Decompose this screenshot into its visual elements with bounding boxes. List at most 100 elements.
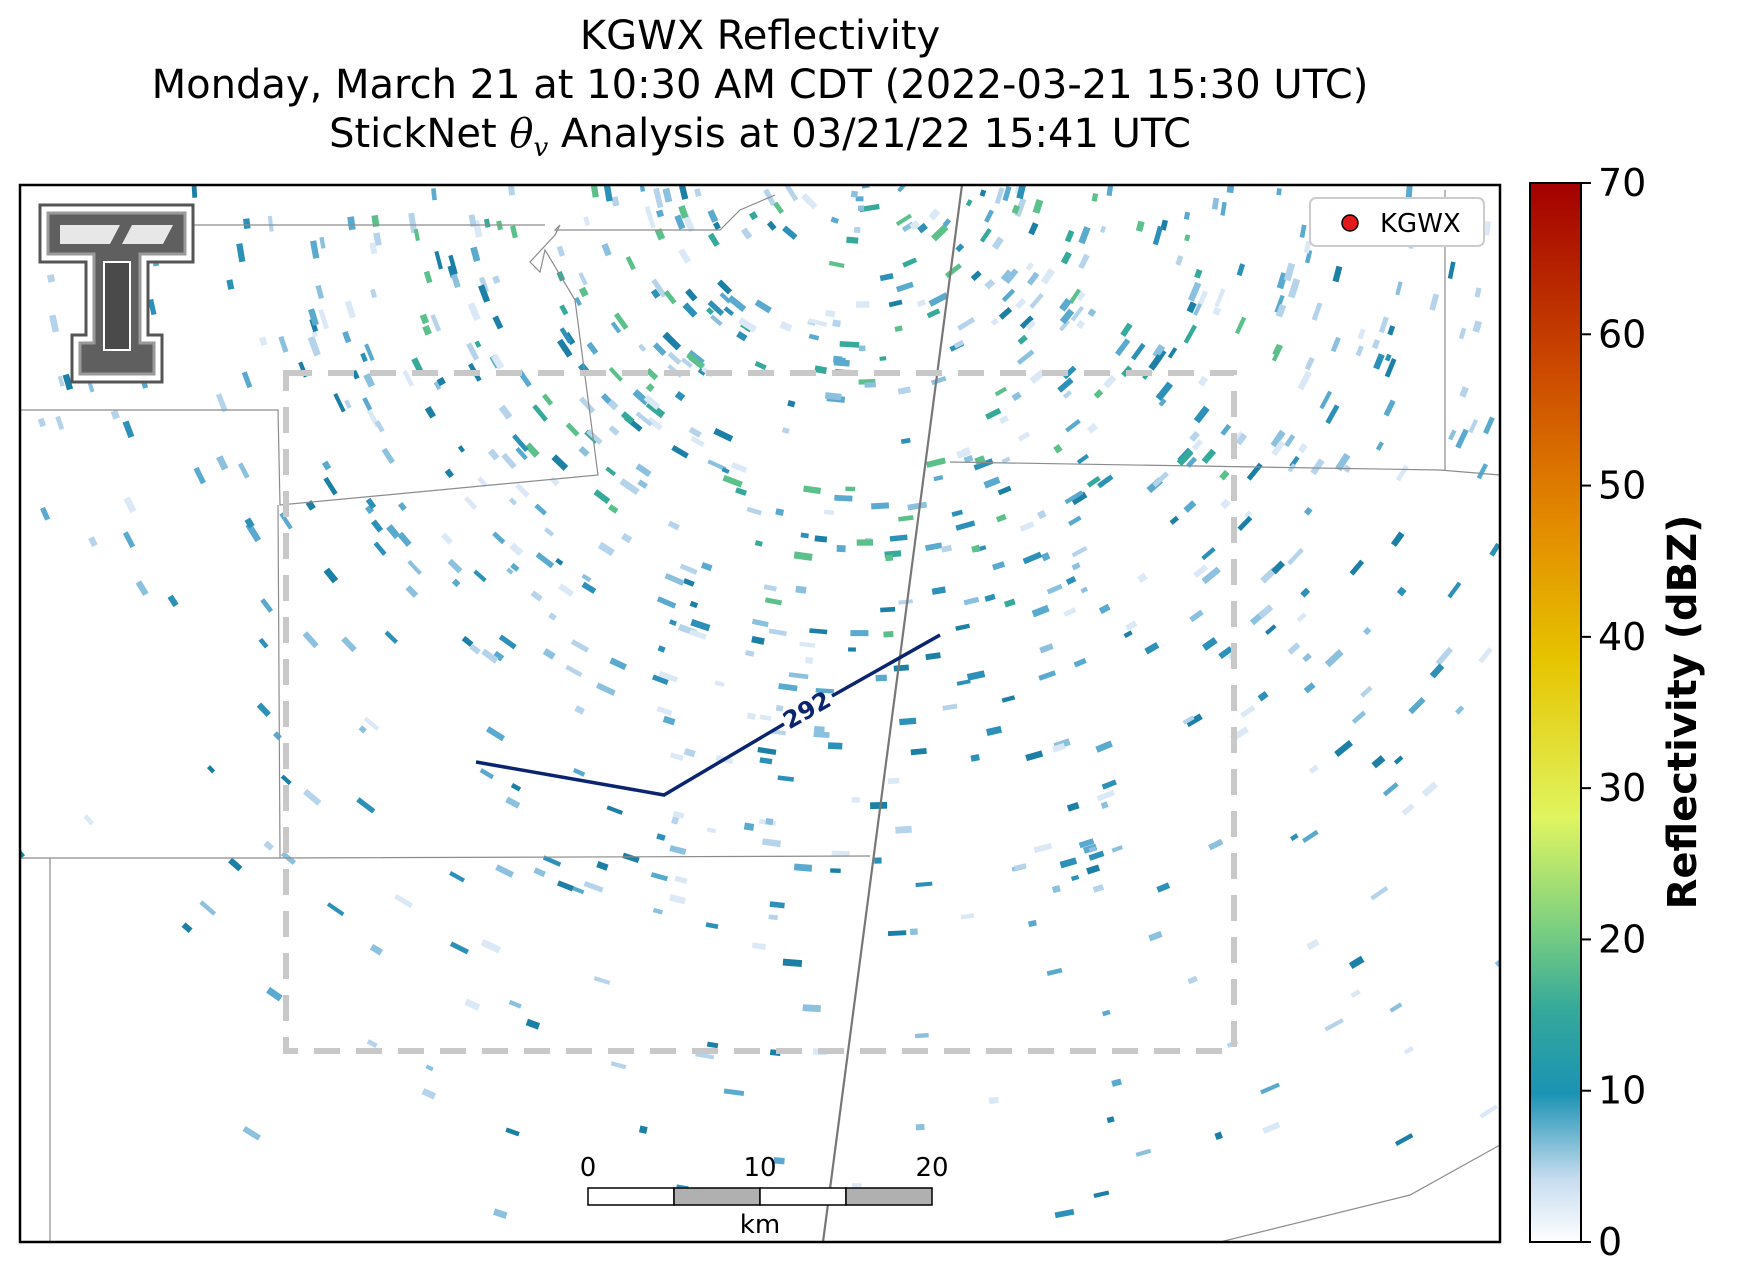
radar-echo xyxy=(1382,782,1399,797)
radar-echo xyxy=(365,497,377,510)
radar-echo xyxy=(1182,715,1195,725)
radar-echo xyxy=(683,748,696,758)
radar-echo xyxy=(658,671,679,683)
radar-echo xyxy=(1395,464,1409,482)
radar-echo xyxy=(621,532,633,544)
radar-echo xyxy=(973,458,994,471)
radar-echo xyxy=(191,185,198,198)
analysis-domain-box xyxy=(283,370,1237,1054)
radar-echo xyxy=(226,279,235,290)
radar-echo xyxy=(870,801,888,810)
radar-echo xyxy=(830,868,841,873)
radar-echo xyxy=(931,586,946,595)
radar-echo xyxy=(1183,324,1197,344)
radar-echo xyxy=(746,506,762,516)
radar-echo xyxy=(1197,375,1209,387)
radar-echo xyxy=(657,645,666,653)
title-line-3: StickNet θv Analysis at 03/21/22 15:41 U… xyxy=(329,111,1191,163)
radar-echo xyxy=(1287,278,1301,299)
radar-echo xyxy=(717,279,733,295)
radar-echo xyxy=(730,462,748,474)
radar-echo xyxy=(1017,334,1028,345)
radar-echo xyxy=(478,284,491,303)
radar-echo xyxy=(875,674,887,682)
radar-echo xyxy=(413,228,420,241)
radar-echo xyxy=(1275,303,1287,318)
radar-echo xyxy=(1136,572,1148,584)
radar-echo xyxy=(652,907,664,915)
title-line-1: KGWX Reflectivity xyxy=(579,13,941,59)
radar-echo xyxy=(953,339,965,349)
radar-echo xyxy=(611,196,620,207)
radar-echo xyxy=(763,584,777,592)
radar-echo xyxy=(940,544,953,553)
radar-echo xyxy=(601,243,612,257)
radar-echo xyxy=(510,783,522,792)
radar-echo xyxy=(1220,423,1232,436)
radar-echo xyxy=(83,814,94,826)
radar-echo xyxy=(47,274,56,283)
radar-echo xyxy=(548,612,557,621)
radar-echo xyxy=(1334,740,1353,757)
radar-echo xyxy=(814,725,825,733)
radar-echo xyxy=(1284,434,1296,448)
radar-echo xyxy=(449,870,466,883)
radar-echo xyxy=(1185,713,1203,728)
radar-echo xyxy=(839,341,860,348)
radar-echo xyxy=(694,188,702,198)
radar-echo xyxy=(1115,338,1131,357)
radar-echo xyxy=(1065,418,1081,433)
radar-echo xyxy=(855,196,864,202)
radar-echo xyxy=(880,606,896,613)
radar-echo xyxy=(773,201,784,215)
radar-echo xyxy=(662,187,673,203)
radar-echo xyxy=(984,278,996,290)
radar-echo xyxy=(279,512,293,530)
radar-echo xyxy=(823,509,835,516)
radar-echo xyxy=(1212,306,1222,316)
radar-echo xyxy=(710,314,723,327)
radar-echo xyxy=(450,273,461,289)
radar-echo xyxy=(363,716,380,731)
radar-echo xyxy=(1070,874,1080,881)
radar-echo xyxy=(581,581,597,594)
radar-echo xyxy=(1389,1002,1403,1013)
radar-echo xyxy=(971,544,981,553)
radar-echo xyxy=(1096,789,1116,802)
radar-echo xyxy=(530,590,543,602)
radar-echo xyxy=(555,557,564,566)
radar-echo xyxy=(995,513,1007,523)
radar-echo xyxy=(508,497,517,506)
radar-echo xyxy=(933,475,944,482)
radar-echo xyxy=(899,717,917,726)
radar-echo xyxy=(464,496,478,510)
radar-echo xyxy=(824,392,842,401)
radar-echo xyxy=(1429,663,1445,679)
radar-echo xyxy=(436,376,446,387)
radar-echo xyxy=(1120,322,1133,337)
radar-echo xyxy=(674,875,688,884)
radar-echo xyxy=(394,893,414,909)
radar-echo xyxy=(122,420,135,439)
radar-echo xyxy=(808,333,820,341)
radar-echo xyxy=(1184,234,1191,242)
radar-echo xyxy=(879,356,887,361)
radar-echo xyxy=(319,236,326,249)
radar-echo xyxy=(746,712,756,720)
radar-echo xyxy=(1186,301,1197,314)
radar-echo xyxy=(795,585,807,594)
radar-echo xyxy=(1304,249,1313,264)
radar-echo xyxy=(55,415,65,431)
radar-echo xyxy=(1274,294,1285,314)
radar-echo xyxy=(1070,305,1085,322)
radar-echo xyxy=(1038,670,1057,681)
radar-echo xyxy=(909,219,920,231)
radar-echo xyxy=(1092,884,1105,893)
radar-echo xyxy=(1187,281,1202,302)
radar-echo xyxy=(859,203,880,213)
radar-echo xyxy=(199,900,217,916)
radar-echo xyxy=(723,1088,745,1097)
radar-echo xyxy=(1303,506,1313,516)
radar-echo xyxy=(680,357,693,369)
radar-echo xyxy=(998,414,1010,425)
